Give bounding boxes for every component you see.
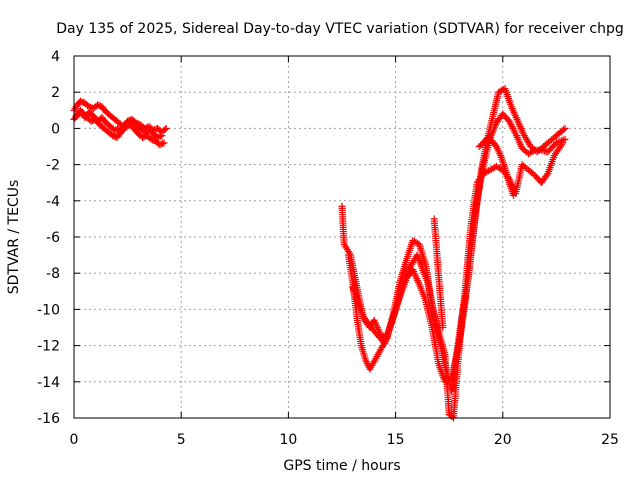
data-point xyxy=(543,171,551,179)
series-track-h xyxy=(430,215,447,331)
data-point xyxy=(159,139,167,147)
data-point xyxy=(498,157,506,165)
series-track-c xyxy=(72,106,166,141)
x-tick-label: 15 xyxy=(387,432,405,448)
data-point xyxy=(499,159,507,167)
x-axis-label: GPS time / hours xyxy=(283,458,400,474)
data-point xyxy=(160,139,168,147)
data-point xyxy=(510,191,518,199)
y-tick-label: -2 xyxy=(46,158,60,174)
y-tick-label: -12 xyxy=(37,339,60,355)
series-track-f xyxy=(349,139,567,395)
y-tick-label: -8 xyxy=(46,266,60,282)
data-point xyxy=(162,124,170,132)
y-tick-label: -14 xyxy=(37,375,60,391)
plot-frame xyxy=(73,55,611,419)
y-tick-labels: 4 2 0 -2 -4 -6 -8 -10 -12 -14 -16 xyxy=(37,49,60,427)
data-point xyxy=(552,139,560,147)
grid-lines xyxy=(74,56,610,418)
y-tick-label: -4 xyxy=(46,194,60,210)
y-tick-label: -16 xyxy=(37,411,60,427)
data-point xyxy=(156,132,164,140)
x-tick-label: 25 xyxy=(601,432,619,448)
y-tick-label: 2 xyxy=(51,85,60,101)
data-point xyxy=(561,135,569,143)
data-point xyxy=(560,126,568,134)
data-point xyxy=(161,126,169,134)
data-point xyxy=(561,124,569,132)
y-tick-label: -6 xyxy=(46,230,60,246)
x-tick-label: 0 xyxy=(70,432,79,448)
y-axis-label: SDTVAR / TECUs xyxy=(6,180,22,295)
y-tick-label: -10 xyxy=(37,302,60,318)
data-point xyxy=(439,324,447,331)
data-point xyxy=(529,147,537,155)
x-tick-label: 10 xyxy=(279,432,297,448)
x-tick-labels: 0 5 10 15 20 25 xyxy=(70,432,619,448)
data-points xyxy=(70,85,569,422)
y-tick-label: 0 xyxy=(51,121,60,137)
chart-title: Day 135 of 2025, Sidereal Day-to-day VTE… xyxy=(56,21,624,37)
series-track-g xyxy=(475,133,518,199)
y-tick-label: 4 xyxy=(51,49,60,65)
x-tick-label: 20 xyxy=(494,432,512,448)
data-point xyxy=(559,139,567,147)
data-point xyxy=(158,132,166,140)
x-tick-label: 5 xyxy=(177,432,186,448)
